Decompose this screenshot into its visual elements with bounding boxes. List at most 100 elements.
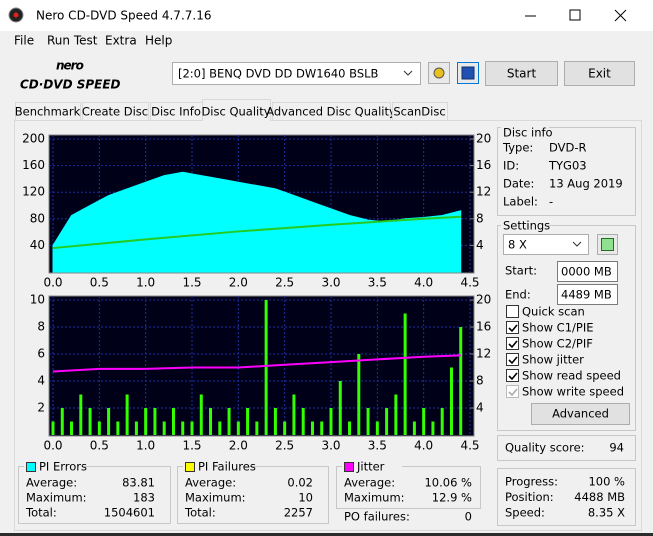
start-button[interactable] <box>485 61 558 86</box>
speed-select[interactable] <box>503 234 589 255</box>
pif-bar <box>199 394 203 435</box>
info-label: Type: <box>502 141 533 155</box>
menu-item[interactable]: File <box>14 34 34 48</box>
pif-bar <box>292 394 296 435</box>
end-value: 4489 MB <box>561 288 612 302</box>
y2-tick-label: 4 <box>476 238 484 252</box>
pif-bar <box>348 421 352 435</box>
checkbox-label[interactable]: Show C1/PIE <box>522 321 594 335</box>
info-label: Date: <box>503 177 534 191</box>
stat-value: 10.06 % <box>424 476 472 490</box>
window-title: Nero CD-DVD Speed 4.7.7.16 <box>36 9 211 23</box>
maximize-button[interactable] <box>569 9 581 21</box>
stat-label: Maximum: <box>185 491 246 505</box>
advanced-button[interactable] <box>531 403 630 425</box>
menu-item[interactable]: Run Test <box>47 34 98 48</box>
po-failures-label: PO failures: <box>344 510 410 524</box>
checkbox[interactable] <box>506 305 519 318</box>
end-input[interactable] <box>557 284 618 305</box>
stat-label: Maximum: <box>344 491 405 505</box>
tab[interactable] <box>272 102 391 121</box>
pif-bar <box>144 408 148 435</box>
x-tick-label: 2.5 <box>275 439 294 453</box>
checkbox[interactable] <box>506 353 519 366</box>
checkmark <box>508 372 518 381</box>
pif-bar <box>255 421 259 435</box>
group-title: Disc info <box>503 126 553 140</box>
tab-label[interactable]: Benchmark <box>15 105 81 119</box>
refresh-icon <box>601 238 614 251</box>
group-title-bg <box>342 460 402 472</box>
pif-bar <box>357 354 361 435</box>
y-tick-label: 6 <box>37 347 45 361</box>
pif-bar <box>227 408 231 435</box>
x-tick-label: 1.5 <box>182 276 201 290</box>
info-value: 13 Aug 2019 <box>549 177 623 191</box>
progress-value: 4488 MB <box>574 490 625 504</box>
pif-bar <box>329 408 333 435</box>
pif-bar <box>88 408 92 435</box>
logo-nero: nero <box>56 59 84 73</box>
y2-tick-label: 12 <box>476 347 491 361</box>
tab[interactable] <box>392 102 448 121</box>
pif-bar <box>116 421 120 435</box>
pif-bar <box>171 408 175 435</box>
tab-label[interactable]: ScanDisc <box>393 105 445 119</box>
x-tick-label: 0.5 <box>90 276 109 290</box>
title-bar <box>0 0 653 31</box>
x-tick-label: 2.0 <box>229 276 248 290</box>
group-title: PI Failures <box>198 460 256 474</box>
pif-bar <box>320 421 324 435</box>
quality-box <box>497 435 636 461</box>
pif-bar <box>97 421 101 435</box>
series-line <box>52 354 461 373</box>
drive-select[interactable] <box>172 62 421 85</box>
stat-value: 1504601 <box>104 506 155 520</box>
pif-bar <box>403 313 407 435</box>
checkbox-label[interactable]: Show jitter <box>522 353 584 367</box>
tab[interactable] <box>82 102 149 121</box>
pif-bar <box>459 327 463 435</box>
checkbox-label[interactable]: Show C2/PIF <box>522 337 593 351</box>
checkbox[interactable] <box>506 369 519 382</box>
start-input[interactable] <box>557 261 618 282</box>
checkbox <box>506 385 519 398</box>
x-tick-label: 3.5 <box>368 276 387 290</box>
pif-bar <box>338 381 342 435</box>
checkbox[interactable] <box>506 321 519 334</box>
start-label: Start: <box>505 264 537 278</box>
group-title: Settings <box>503 219 550 233</box>
stat-label: Average: <box>185 476 236 490</box>
x-tick-label: 0.0 <box>43 439 62 453</box>
checkmark <box>508 340 518 349</box>
x-tick-label: 0.5 <box>90 439 109 453</box>
app-icon-center <box>13 12 19 18</box>
y2-tick-label: 16 <box>476 158 491 172</box>
dropdown-arrow <box>572 241 582 247</box>
pif-bar <box>301 408 305 435</box>
x-tick-label: 1.0 <box>136 439 155 453</box>
y-tick-label: 160 <box>22 158 45 172</box>
group-title-bg <box>501 127 549 137</box>
menu-item[interactable]: Help <box>145 34 172 48</box>
stat-value: 12.9 % <box>432 491 472 505</box>
tab-label[interactable]: Disc Info <box>151 105 201 119</box>
pif-bar <box>310 421 314 435</box>
exit-button[interactable] <box>564 61 635 86</box>
dropdown-arrow <box>403 70 413 76</box>
y-tick-label: 40 <box>30 238 45 252</box>
y2-tick-label: 8 <box>476 211 484 225</box>
progress-box <box>497 468 636 526</box>
tab-label[interactable]: Disc Quality <box>201 105 270 119</box>
checkbox[interactable] <box>506 337 519 350</box>
tab-label[interactable]: Create Disc <box>82 105 148 119</box>
x-tick-label: 4.0 <box>414 276 433 290</box>
tab[interactable] <box>15 102 81 121</box>
progress-label: Progress: <box>505 475 558 489</box>
checkbox-label[interactable]: Quick scan <box>522 305 585 319</box>
checkbox-label[interactable]: Show read speed <box>522 369 621 383</box>
menu-item[interactable]: Extra <box>105 34 137 48</box>
stat-label: Maximum: <box>26 491 87 505</box>
tab-label[interactable]: Advanced Disc Quality <box>266 105 396 119</box>
